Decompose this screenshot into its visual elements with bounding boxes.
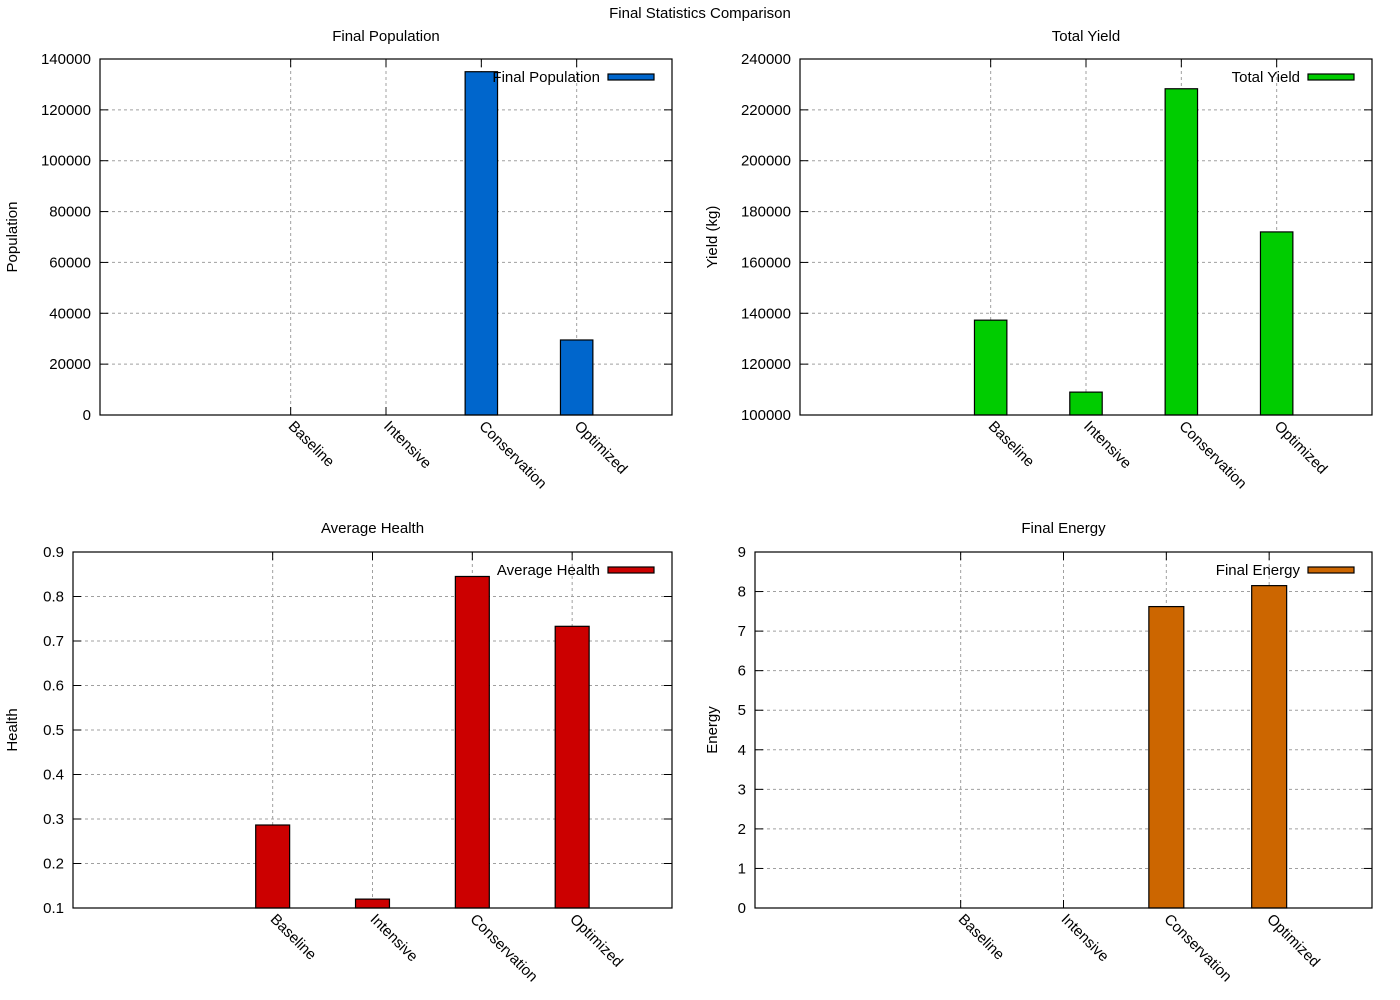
- plot-frame: [99, 58, 673, 416]
- y-tick-label: 140000: [741, 305, 791, 322]
- legend-label: Average Health: [497, 562, 600, 579]
- y-tick-label: 80000: [49, 204, 91, 221]
- y-tick-label: 7: [738, 623, 746, 640]
- y-tick-label: 160000: [741, 254, 791, 271]
- y-tick-label: 120000: [741, 356, 791, 373]
- x-tick-label: Conservation: [467, 911, 542, 986]
- y-tick-label: 2: [738, 821, 746, 838]
- y-tick-label: 120000: [41, 102, 91, 119]
- x-tick-label: Intensive: [367, 911, 421, 965]
- bar-conservation: [454, 575, 490, 909]
- bar-conservation: [1164, 88, 1199, 416]
- chart-title: Final Population: [332, 28, 440, 45]
- bar-intensive: [1069, 391, 1103, 416]
- y-tick-label: 100000: [41, 153, 91, 170]
- x-tick-label: Optimized: [1271, 418, 1331, 478]
- y-tick-label: 0: [83, 407, 91, 424]
- y-axis-label: Energy: [704, 706, 721, 754]
- y-tick-label: 20000: [49, 356, 91, 373]
- y-tick-label: 0.7: [43, 633, 64, 650]
- legend-label: Final Population: [492, 69, 600, 86]
- y-tick-label: 5: [738, 702, 746, 719]
- bar-optimized: [1251, 585, 1288, 909]
- legend-label: Final Energy: [1216, 562, 1301, 579]
- bar-intensive: [354, 898, 391, 909]
- legend: Average Health: [497, 562, 655, 579]
- chart-panel-average-health: Average Health Health 0.1 0.2 0.3 0.4 0.5 0.6 0.…: [4, 520, 673, 986]
- x-tick-label: Baseline: [285, 418, 338, 471]
- y-tick-label: 0.1: [43, 900, 64, 917]
- y-tick-label: 0.4: [43, 767, 64, 784]
- x-tick-label: Conservation: [1176, 418, 1251, 493]
- y-tick-label: 6: [738, 663, 746, 680]
- chart-panel-total-yield: Total Yield Yield (kg) 100000 120000 140000 1…: [704, 28, 1373, 493]
- chart-panel-final-population: Final Population Population 0 20000 40000 600…: [4, 28, 673, 493]
- y-axis-label: Health: [4, 708, 21, 751]
- legend: Final Energy: [1216, 562, 1355, 579]
- y-axis-label: Population: [4, 202, 21, 273]
- y-tick-label: 3: [738, 781, 746, 798]
- y-tick-label: 200000: [741, 153, 791, 170]
- y-tick-label: 0.6: [43, 678, 64, 695]
- x-tick-label: Baseline: [985, 418, 1038, 471]
- y-tick-label: 4: [738, 742, 746, 759]
- y-tick-label: 240000: [741, 51, 791, 68]
- y-tick-label: 60000: [49, 254, 91, 271]
- x-tick-label: Conservation: [476, 418, 551, 493]
- bar-optimized: [1259, 231, 1294, 416]
- y-tick-label: 40000: [49, 305, 91, 322]
- x-tick-label: Intensive: [380, 418, 434, 472]
- y-tick-label: 0.8: [43, 589, 64, 606]
- y-tick-label: 0: [738, 900, 746, 917]
- bar-optimized: [554, 625, 590, 909]
- y-axis-label: Yield (kg): [704, 206, 721, 269]
- plot-frame: [754, 551, 1373, 909]
- chart-panel-final-energy: Final Energy Energy 0 1 2 3 4 5 6 7 8 9 Baseline Inte…: [704, 520, 1373, 986]
- y-tick-label: 0.5: [43, 722, 64, 739]
- legend-swatch: [1307, 566, 1355, 574]
- legend: Final Population: [492, 69, 655, 86]
- bar-optimized: [559, 339, 594, 416]
- y-tick-label: 1: [738, 860, 746, 877]
- legend-swatch: [607, 73, 655, 81]
- y-tick-label: 220000: [741, 102, 791, 119]
- plot-frame: [799, 58, 1373, 416]
- x-tick-label: Optimized: [566, 911, 626, 971]
- chart-title: Total Yield: [1052, 28, 1120, 45]
- plot-frame: [72, 551, 673, 909]
- chart-title: Final Energy: [1021, 520, 1106, 537]
- x-tick-label: Optimized: [571, 418, 631, 478]
- y-tick-label: 0.3: [43, 811, 64, 828]
- bar-baseline: [973, 319, 1008, 416]
- x-tick-label: Optimized: [1263, 911, 1323, 971]
- bar-baseline: [255, 824, 291, 909]
- x-tick-label: Intensive: [1058, 911, 1112, 965]
- legend: Total Yield: [1232, 69, 1355, 86]
- x-tick-label: Baseline: [267, 911, 320, 964]
- x-tick-label: Conservation: [1161, 911, 1236, 986]
- y-tick-label: 100000: [741, 407, 791, 424]
- y-tick-label: 8: [738, 584, 746, 601]
- figure-title: Final Statistics Comparison: [609, 5, 791, 22]
- legend-label: Total Yield: [1232, 69, 1300, 86]
- legend-swatch: [1307, 73, 1355, 81]
- x-tick-label: Baseline: [955, 911, 1008, 964]
- y-tick-label: 9: [738, 544, 746, 561]
- y-tick-label: 0.2: [43, 856, 64, 873]
- chart-title: Average Health: [321, 520, 424, 537]
- y-tick-label: 0.9: [43, 544, 64, 561]
- bar-conservation: [464, 71, 499, 416]
- y-tick-label: 180000: [741, 204, 791, 221]
- bar-conservation: [1148, 605, 1185, 909]
- x-tick-label: Intensive: [1080, 418, 1134, 472]
- legend-swatch: [607, 566, 655, 574]
- y-tick-label: 140000: [41, 51, 91, 68]
